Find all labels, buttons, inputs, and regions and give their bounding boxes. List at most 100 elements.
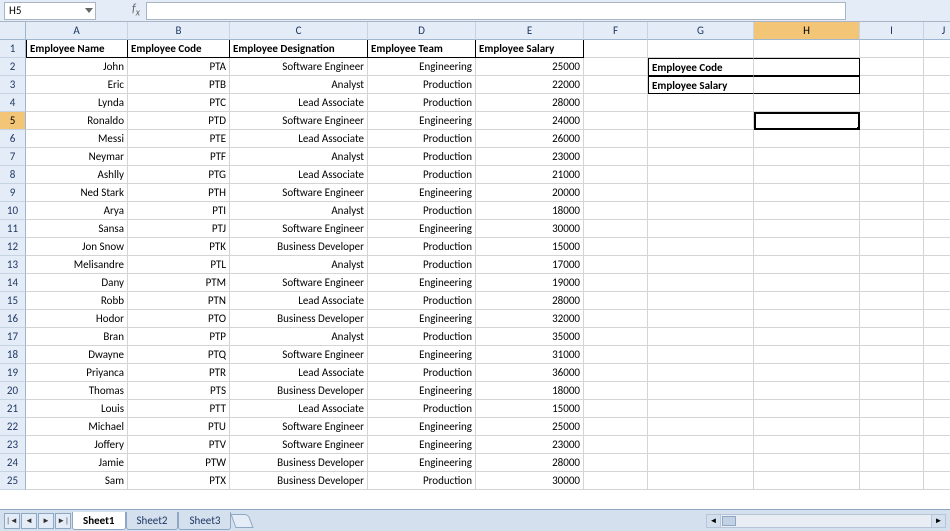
cell-G13[interactable] [648, 256, 754, 274]
row-header-13[interactable]: 13 [0, 256, 26, 274]
cell-F15[interactable] [584, 292, 648, 310]
cell-C4[interactable]: Lead Associate [230, 94, 368, 112]
cell-C14[interactable]: Software Engineer [230, 274, 368, 292]
cell-G5[interactable] [648, 112, 754, 130]
cell-A19[interactable]: Priyanca [26, 364, 128, 382]
row-header-15[interactable]: 15 [0, 292, 26, 310]
cell-I7[interactable] [860, 148, 924, 166]
cell-J18[interactable] [924, 346, 950, 364]
cell-D7[interactable]: Production [368, 148, 476, 166]
cell-F4[interactable] [584, 94, 648, 112]
cell-G8[interactable] [648, 166, 754, 184]
cell-E20[interactable]: 18000 [476, 382, 584, 400]
cell-D11[interactable]: Engineering [368, 220, 476, 238]
cell-F12[interactable] [584, 238, 648, 256]
cell-F10[interactable] [584, 202, 648, 220]
cell-E6[interactable]: 26000 [476, 130, 584, 148]
cell-H25[interactable] [754, 472, 860, 490]
tab-nav-next[interactable]: ► [38, 513, 54, 529]
row-header-23[interactable]: 23 [0, 436, 26, 454]
cell-B23[interactable]: PTV [128, 436, 230, 454]
cell-G19[interactable] [648, 364, 754, 382]
column-header-J[interactable]: J [924, 22, 950, 40]
cell-J11[interactable] [924, 220, 950, 238]
cell-B19[interactable]: PTR [128, 364, 230, 382]
tab-nav-prev[interactable]: ◄ [21, 513, 37, 529]
cell-F8[interactable] [584, 166, 648, 184]
cell-C22[interactable]: Software Engineer [230, 418, 368, 436]
row-header-14[interactable]: 14 [0, 274, 26, 292]
cell-D9[interactable]: Engineering [368, 184, 476, 202]
cell-D17[interactable]: Production [368, 328, 476, 346]
cell-B6[interactable]: PTE [128, 130, 230, 148]
cell-F13[interactable] [584, 256, 648, 274]
cell-H23[interactable] [754, 436, 860, 454]
cell-F3[interactable] [584, 76, 648, 94]
cell-F19[interactable] [584, 364, 648, 382]
cell-C8[interactable]: Lead Associate [230, 166, 368, 184]
row-header-6[interactable]: 6 [0, 130, 26, 148]
cell-J24[interactable] [924, 454, 950, 472]
cell-J15[interactable] [924, 292, 950, 310]
cell-J19[interactable] [924, 364, 950, 382]
cell-E13[interactable]: 17000 [476, 256, 584, 274]
cell-A14[interactable]: Dany [26, 274, 128, 292]
row-header-21[interactable]: 21 [0, 400, 26, 418]
cell-E16[interactable]: 32000 [476, 310, 584, 328]
sheet-tab-sheet3[interactable]: Sheet3 [178, 512, 231, 530]
cell-C3[interactable]: Analyst [230, 76, 368, 94]
cell-A12[interactable]: Jon Snow [26, 238, 128, 256]
cell-J20[interactable] [924, 382, 950, 400]
cell-B17[interactable]: PTP [128, 328, 230, 346]
cell-G4[interactable] [648, 94, 754, 112]
cell-J17[interactable] [924, 328, 950, 346]
cell-J6[interactable] [924, 130, 950, 148]
cell-G16[interactable] [648, 310, 754, 328]
cell-E3[interactable]: 22000 [476, 76, 584, 94]
cell-B21[interactable]: PTT [128, 400, 230, 418]
cell-G12[interactable] [648, 238, 754, 256]
cell-E21[interactable]: 15000 [476, 400, 584, 418]
cell-F22[interactable] [584, 418, 648, 436]
cell-B13[interactable]: PTL [128, 256, 230, 274]
formula-input[interactable] [146, 2, 846, 20]
cell-I11[interactable] [860, 220, 924, 238]
row-header-9[interactable]: 9 [0, 184, 26, 202]
cell-B7[interactable]: PTF [128, 148, 230, 166]
cell-I5[interactable] [860, 112, 924, 130]
column-header-F[interactable]: F [584, 22, 648, 40]
cell-I20[interactable] [860, 382, 924, 400]
cell-I2[interactable] [860, 58, 924, 76]
cell-C24[interactable]: Business Developer [230, 454, 368, 472]
cell-A5[interactable]: Ronaldo [26, 112, 128, 130]
cell-G25[interactable] [648, 472, 754, 490]
cell-E8[interactable]: 21000 [476, 166, 584, 184]
name-box-dropdown-icon[interactable] [85, 8, 93, 13]
cell-C15[interactable]: Lead Associate [230, 292, 368, 310]
row-header-10[interactable]: 10 [0, 202, 26, 220]
cell-D8[interactable]: Production [368, 166, 476, 184]
cell-F23[interactable] [584, 436, 648, 454]
cell-J21[interactable] [924, 400, 950, 418]
cell-F21[interactable] [584, 400, 648, 418]
cell-G11[interactable] [648, 220, 754, 238]
cell-J12[interactable] [924, 238, 950, 256]
cell-J10[interactable] [924, 202, 950, 220]
cell-E24[interactable]: 28000 [476, 454, 584, 472]
cell-B22[interactable]: PTU [128, 418, 230, 436]
cell-B14[interactable]: PTM [128, 274, 230, 292]
cell-C9[interactable]: Software Engineer [230, 184, 368, 202]
cell-H1[interactable] [754, 40, 860, 58]
cell-A3[interactable]: Eric [26, 76, 128, 94]
cell-J5[interactable] [924, 112, 950, 130]
cell-B10[interactable]: PTI [128, 202, 230, 220]
cell-H13[interactable] [754, 256, 860, 274]
cell-A23[interactable]: Joffery [26, 436, 128, 454]
cell-D18[interactable]: Engineering [368, 346, 476, 364]
cell-C10[interactable]: Analyst [230, 202, 368, 220]
header-E[interactable]: Employee Salary [476, 40, 584, 58]
cell-J1[interactable] [924, 40, 950, 58]
cell-D19[interactable]: Production [368, 364, 476, 382]
lookup-salary-label[interactable]: Employee Salary [648, 76, 754, 94]
cell-H10[interactable] [754, 202, 860, 220]
